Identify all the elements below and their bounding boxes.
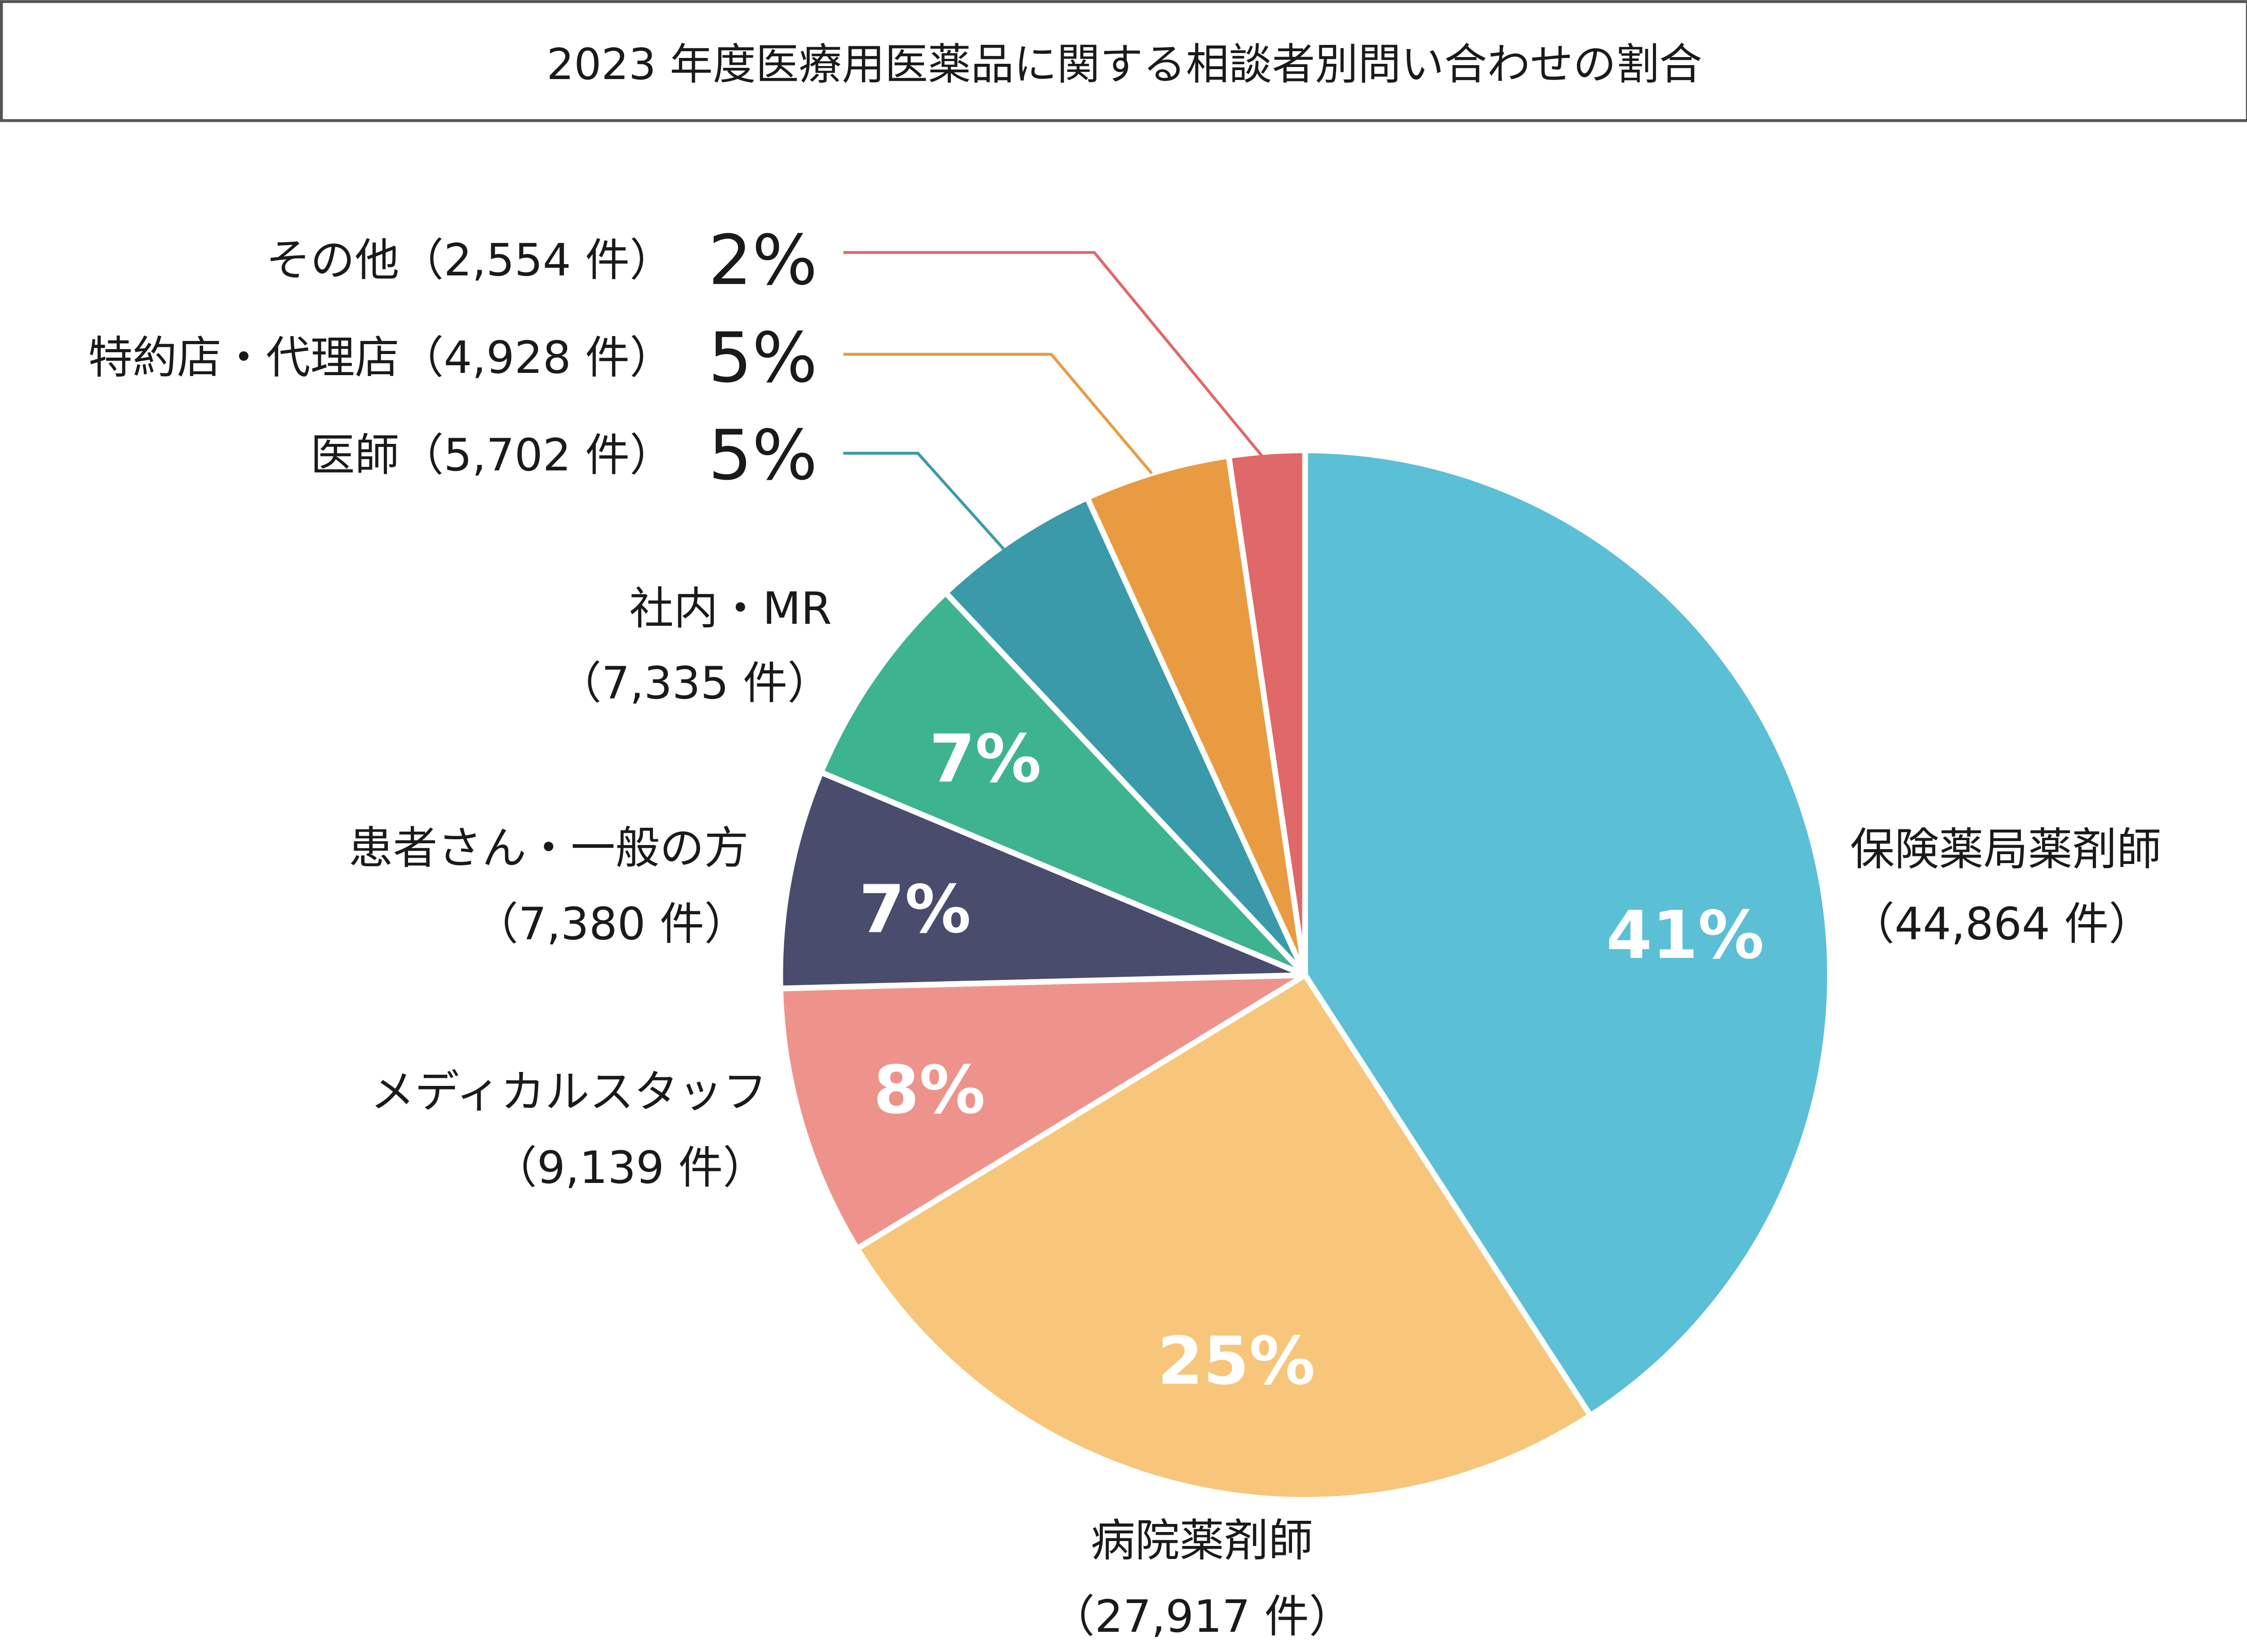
title-box <box>0 0 2247 122</box>
slice-count-0: （44,864 件） <box>1850 899 2153 950</box>
leader-line-5 <box>843 452 1005 550</box>
slice-count: （4,928 件） <box>400 332 674 384</box>
slice-count-1: （27,917 件） <box>1050 1591 1353 1643</box>
pie-slice-6 <box>1084 453 1308 978</box>
leader-line-6 <box>843 353 1153 474</box>
pie-slice-7 <box>1226 447 1308 978</box>
slice-percent-2: 8% <box>873 1052 985 1129</box>
slice-name-4: 社内・MR <box>629 583 832 635</box>
slice-percent-0: 41% <box>1606 897 1764 974</box>
slice-count: （2,554 件） <box>400 235 674 286</box>
slice-name-0: 保険薬局薬剤師 <box>1850 824 2161 876</box>
slice-count: （5,702 件） <box>400 430 674 481</box>
slice-percent-6: 5% <box>708 318 817 398</box>
slice-percent-7: 2% <box>708 221 817 301</box>
slice-name-2: メディカルスタッフ <box>370 1066 767 1118</box>
pie-slice-4 <box>818 589 1308 978</box>
slice-count-4: （7,335 件） <box>557 657 832 709</box>
slice-percent-1: 25% <box>1157 1323 1315 1400</box>
slice-count-2: （9,139 件） <box>493 1142 767 1194</box>
slice-name-1: 病院薬剤師 <box>1091 1515 1313 1567</box>
pie-slice-2 <box>777 972 1308 1252</box>
slice-name-3: 患者さん・一般の方 <box>349 822 749 874</box>
slice-label-5: 医師（5,702 件） <box>311 430 674 481</box>
slice-label-6: 特約店・代理店（4,928 件） <box>88 332 674 384</box>
slice-name: 特約店・代理店 <box>88 332 399 384</box>
pie-slice-1 <box>854 972 1594 1503</box>
leader-line-7 <box>843 251 1263 457</box>
chart-title: 2023 年度医療用医薬品に関する相談者別問い合わせの割合 <box>546 39 1702 89</box>
slice-percent-4: 7% <box>929 721 1041 797</box>
slice-label-7: その他（2,554 件） <box>266 235 674 286</box>
slice-name: その他 <box>266 235 400 286</box>
pie-slice-3 <box>777 769 1308 992</box>
slice-count-3: （7,380 件） <box>474 899 748 950</box>
slice-name: 医師 <box>311 430 400 481</box>
slice-percent-5: 5% <box>708 416 817 496</box>
slice-percent-3: 7% <box>859 871 971 948</box>
pie-slice-5 <box>942 495 1308 978</box>
